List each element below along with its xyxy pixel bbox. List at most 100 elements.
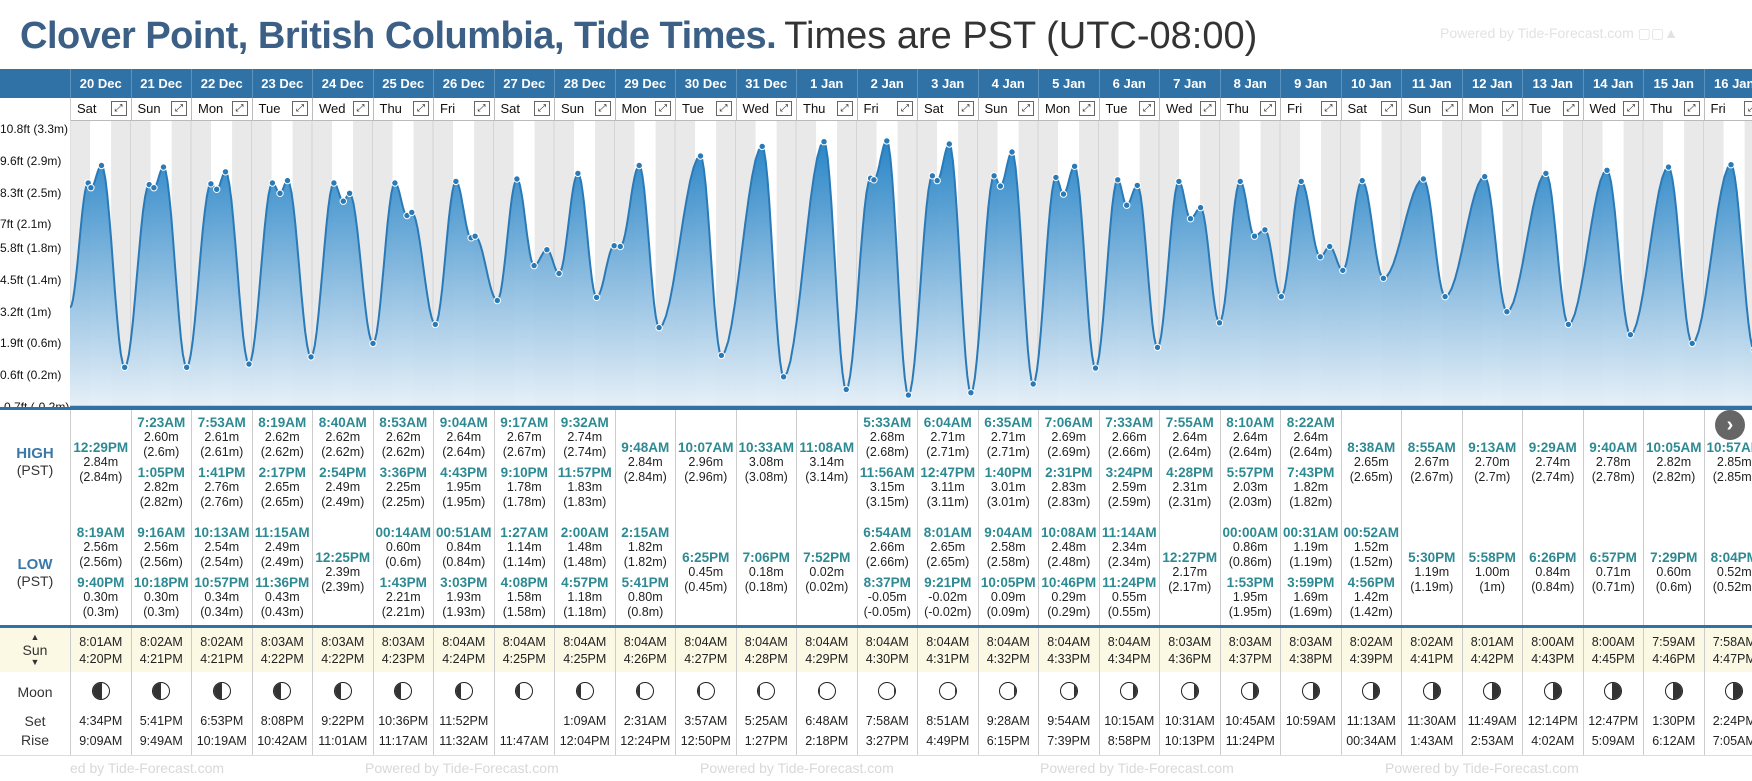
- moon-day-column: 11:47AM: [494, 672, 555, 755]
- expand-day-icon[interactable]: ⤢: [1744, 101, 1752, 116]
- low-tide-entry: 8:37PM-0.05m(-0.05m): [858, 575, 918, 620]
- low-tide-height-paren: (0.8m): [616, 605, 676, 620]
- low-tide-time: 6:54AM: [858, 525, 918, 540]
- high-tide-height: 2.71m: [979, 430, 1039, 445]
- expand-day-icon[interactable]: ⤢: [958, 101, 974, 116]
- weekday-label: Sat: [77, 101, 97, 116]
- weekday-label: Sun: [561, 101, 584, 116]
- high-tide-height-paren: (3.15m): [858, 495, 918, 510]
- low-tide-height: 2.34m: [1100, 540, 1160, 555]
- expand-day-icon[interactable]: ⤢: [1200, 101, 1216, 116]
- tide-extreme-point: [636, 162, 642, 168]
- expand-day-icon[interactable]: ⤢: [413, 101, 429, 116]
- high-tide-height: 2.62m: [253, 430, 313, 445]
- moon-shadow-shape: [335, 683, 341, 699]
- date-header-cell: 7 Jan: [1159, 69, 1220, 98]
- expand-day-icon[interactable]: ⤢: [1381, 101, 1397, 116]
- page-title: Clover Point, British Columbia, Tide Tim…: [20, 10, 1257, 62]
- high-tide-height: 2.96m: [676, 455, 736, 470]
- expand-day-icon[interactable]: ⤢: [1079, 101, 1095, 116]
- expand-day-icon[interactable]: ⤢: [1260, 101, 1276, 116]
- high-tide-time: 4:43PM: [434, 465, 494, 480]
- expand-day-icon[interactable]: ⤢: [655, 101, 671, 116]
- high-tide-time: 10:07AM: [676, 440, 736, 455]
- low-tide-height: -0.02m: [918, 590, 978, 605]
- moon-shadow-shape: [637, 683, 640, 699]
- moonset-time: 10:45AM: [1221, 713, 1281, 730]
- powered-by-badge[interactable]: Powered by Tide-Forecast.com ▢▢▲: [1440, 25, 1678, 42]
- tide-extreme-point: [1176, 178, 1182, 184]
- tide-extreme-point: [611, 243, 617, 249]
- expand-day-icon[interactable]: ⤢: [837, 101, 853, 116]
- expand-day-icon[interactable]: ⤢: [716, 101, 732, 116]
- moon-shadow-shape: [153, 683, 161, 699]
- date-header-cell: 24 Dec: [312, 69, 373, 98]
- moonset-time: 11:49AM: [1463, 713, 1523, 730]
- expand-day-icon[interactable]: ⤢: [1623, 101, 1639, 116]
- low-tide-entry: 8:04PM0.52m(0.52m): [1705, 550, 1752, 595]
- low-tide-height-paren: (1.42m): [1342, 605, 1402, 620]
- expand-day-icon[interactable]: ⤢: [171, 101, 187, 116]
- high-tide-height: 2.83m: [1039, 480, 1099, 495]
- expand-day-icon[interactable]: ⤢: [292, 101, 308, 116]
- high-tide-height: 2.82m: [132, 480, 192, 495]
- expand-day-icon[interactable]: ⤢: [1321, 101, 1337, 116]
- low-tide-height-paren: (2.21m): [374, 605, 434, 620]
- expand-day-icon[interactable]: ⤢: [1684, 101, 1700, 116]
- expand-day-icon[interactable]: ⤢: [595, 101, 611, 116]
- moon-phase-icon: [636, 682, 654, 700]
- expand-day-icon[interactable]: ⤢: [111, 101, 127, 116]
- moonset-time: 8:51AM: [918, 713, 978, 730]
- next-page-button[interactable]: ›: [1715, 410, 1745, 440]
- expand-day-icon[interactable]: ⤢: [1563, 101, 1579, 116]
- expand-day-icon[interactable]: ⤢: [1139, 101, 1155, 116]
- high-tide-time: 7:33AM: [1100, 415, 1160, 430]
- low-tide-height: 0.86m: [1221, 540, 1281, 555]
- expand-day-icon[interactable]: ⤢: [232, 101, 248, 116]
- tide-extreme-point: [370, 340, 376, 346]
- moonset-time: 6:48AM: [797, 713, 857, 730]
- tide-extreme-point: [222, 169, 228, 175]
- day-header-cell: Sat⤢: [494, 98, 555, 121]
- expand-day-icon[interactable]: ⤢: [1018, 101, 1034, 116]
- tide-extreme-point: [1604, 167, 1610, 173]
- y-axis-tick-label: 7ft (2.1m): [0, 217, 51, 231]
- expand-day-icon[interactable]: ⤢: [776, 101, 792, 116]
- expand-day-icon[interactable]: ⤢: [1442, 101, 1458, 116]
- expand-day-icon[interactable]: ⤢: [474, 101, 490, 116]
- high-tide-height-paren: (2.64m): [434, 445, 494, 460]
- low-tide-time: 1:27AM: [495, 525, 555, 540]
- expand-day-icon[interactable]: ⤢: [353, 101, 369, 116]
- low-tide-height: 1.19m: [1281, 540, 1341, 555]
- sunrise-time: 8:02AM: [1402, 634, 1462, 651]
- low-tide-height-paren: (0.45m): [676, 580, 736, 595]
- expand-day-icon[interactable]: ⤢: [1502, 101, 1518, 116]
- moon-shadow-shape: [1074, 683, 1077, 699]
- high-tide-time: 11:08AM: [797, 440, 857, 455]
- expand-day-icon[interactable]: ⤢: [897, 101, 913, 116]
- weekday-label: Thu: [380, 101, 402, 116]
- weekday-label: Mon: [1469, 101, 1494, 116]
- low-tide-height-paren: (0.3m): [132, 605, 192, 620]
- low-tide-time: 8:04PM: [1705, 550, 1752, 565]
- high-tide-height: 3.14m: [797, 455, 857, 470]
- tide-extreme-point: [871, 177, 877, 183]
- high-tide-height: 3.15m: [858, 480, 918, 495]
- low-tide-height: 0.71m: [1584, 565, 1644, 580]
- moonrise-time: 1:43AM: [1402, 733, 1462, 750]
- expand-day-icon[interactable]: ⤢: [534, 101, 550, 116]
